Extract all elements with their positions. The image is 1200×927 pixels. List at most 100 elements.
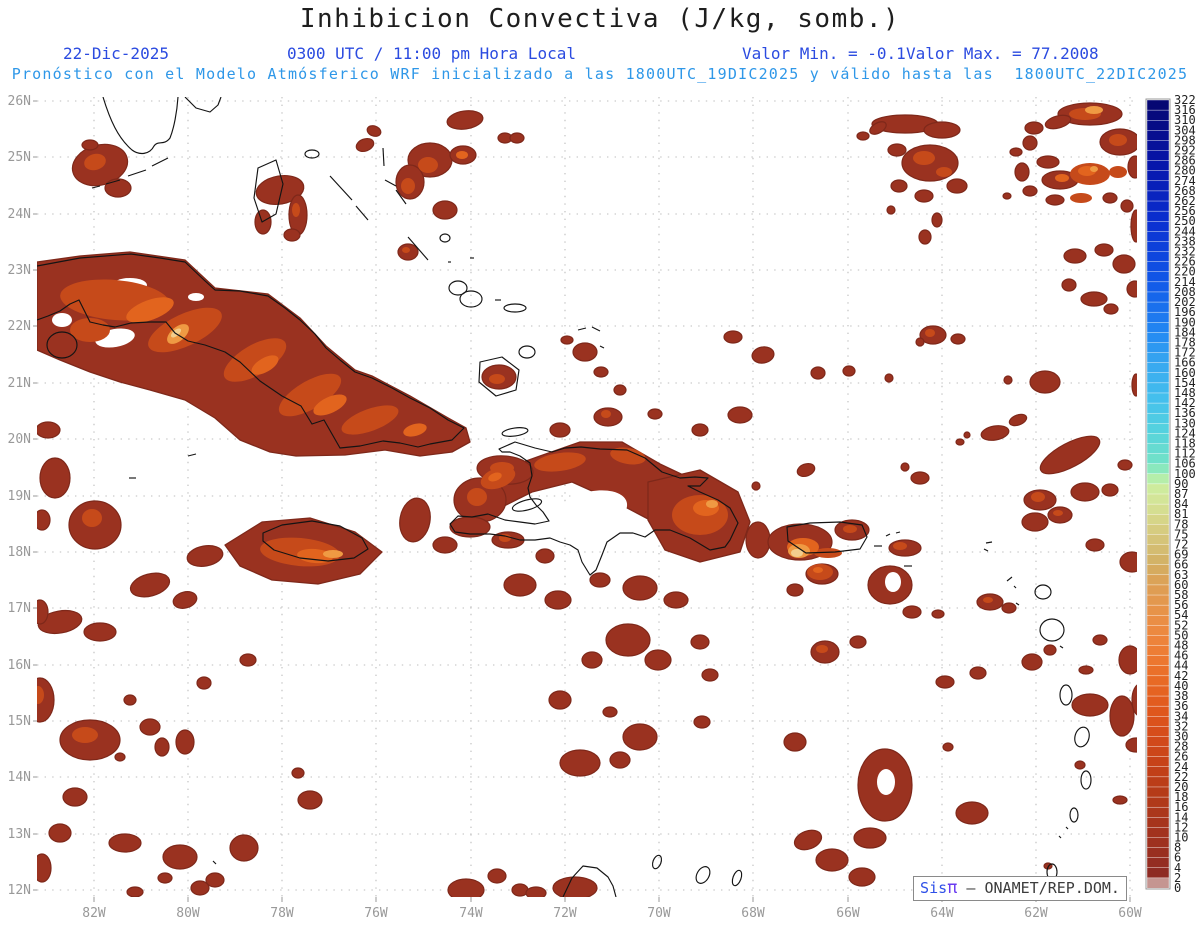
lat-label: 20N	[8, 432, 31, 447]
colorbar	[1145, 98, 1171, 890]
colorbar-tick-label: 274	[1174, 174, 1196, 188]
colorbar-tick-label: 10	[1174, 830, 1188, 844]
colorbar-swatch	[1146, 493, 1170, 505]
colorbar-tick-label: 38	[1174, 689, 1188, 703]
colorbar-labels: 3223163103042982922862802742682622562502…	[1174, 93, 1196, 895]
colorbar-tick-label: 202	[1174, 295, 1196, 309]
colorbar-tick-label: 118	[1174, 436, 1196, 450]
colorbar-swatch	[1146, 736, 1170, 747]
colorbar-tick-label: 32	[1174, 719, 1188, 733]
pi-icon: π	[947, 878, 958, 898]
colorbar-tick-label: 178	[1174, 335, 1196, 349]
colorbar-swatch	[1146, 271, 1170, 283]
lon-label: 66W	[836, 906, 860, 921]
lat-label: 13N	[8, 827, 31, 842]
colorbar-swatch	[1146, 503, 1170, 515]
colorbar-swatch	[1146, 160, 1170, 172]
lat-label: 22N	[8, 319, 31, 334]
colorbar-tick-label: 58	[1174, 588, 1188, 602]
lon-label: 62W	[1024, 906, 1048, 921]
colorbar-swatch	[1146, 534, 1170, 545]
colorbar-tick-label: 63	[1174, 568, 1188, 582]
colorbar-tick-label: 66	[1174, 558, 1188, 572]
colorbar-tick-label: 52	[1174, 618, 1188, 632]
colorbar-swatch	[1146, 241, 1170, 252]
colorbar-swatch	[1146, 806, 1170, 818]
colorbar-swatch	[1146, 170, 1170, 182]
colorbar-tick-label: 87	[1174, 487, 1188, 501]
colorbar-swatch	[1146, 564, 1170, 576]
colorbar-tick-label: 154	[1174, 376, 1196, 390]
colorbar-tick-label: 69	[1174, 548, 1188, 562]
lon-label: 74W	[459, 906, 483, 921]
colorbar-swatch	[1146, 301, 1170, 313]
lat-label: 26N	[8, 94, 31, 109]
colorbar-swatch	[1146, 311, 1170, 323]
colorbar-tick-label: 214	[1174, 275, 1196, 289]
colorbar-tick-label: 244	[1174, 224, 1196, 238]
colorbar-swatch	[1146, 584, 1170, 596]
colorbar-tick-label: 14	[1174, 810, 1188, 824]
colorbar-tick-label: 46	[1174, 649, 1188, 663]
colorbar-tick-label: 190	[1174, 315, 1196, 329]
watermark-box: Sisπ — ONAMET/REP.DOM.	[913, 876, 1127, 901]
lat-label: 19N	[8, 489, 31, 504]
colorbar-tick-label: 292	[1174, 144, 1196, 158]
lon-label: 76W	[364, 906, 388, 921]
colorbar-swatch	[1146, 342, 1170, 353]
colorbar-swatch	[1146, 463, 1170, 475]
colorbar-tick-label: 184	[1174, 325, 1196, 339]
watermark-org: ONAMET/REP.DOM.	[984, 879, 1120, 897]
colorbar-swatch	[1146, 665, 1170, 677]
colorbar-swatch	[1146, 786, 1170, 798]
lat-label: 15N	[8, 714, 31, 729]
colorbar-swatch	[1146, 109, 1170, 121]
value-min: Valor Min. = -0.1	[742, 44, 906, 63]
colorbar-swatch	[1146, 635, 1170, 646]
lon-label: 78W	[270, 906, 294, 921]
colorbar-tick-label: 60	[1174, 578, 1188, 592]
colorbar-swatch	[1146, 200, 1170, 212]
colorbar-tick-label: 310	[1174, 113, 1196, 127]
colorbar-tick-label: 106	[1174, 457, 1196, 471]
lat-label: 16N	[8, 658, 31, 673]
colorbar-swatch	[1146, 231, 1170, 242]
colorbar-swatch	[1146, 150, 1170, 162]
lat-label: 12N	[8, 883, 31, 898]
colorbar-swatch	[1146, 574, 1170, 586]
colorbar-tick-label: 250	[1174, 214, 1196, 228]
lat-label: 24N	[8, 207, 31, 222]
colorbar-swatch	[1146, 423, 1170, 434]
colorbar-tick-label: 84	[1174, 497, 1188, 511]
header-info-row: 22-Dic-2025 0300 UTC / 11:00 pm Hora Loc…	[0, 44, 1200, 64]
colorbar-tick-label: 298	[1174, 133, 1196, 147]
colorbar-swatch	[1146, 140, 1170, 151]
model-init-line: Pronóstico con el Modelo Atmósferico WRF…	[11, 65, 1189, 83]
colorbar-swatch	[1146, 483, 1170, 495]
value-max: Valor Max. = 77.2008	[906, 44, 1099, 63]
colorbar-swatch	[1146, 261, 1170, 273]
colorbar-tick-label: 286	[1174, 154, 1196, 168]
colorbar-tick-label: 130	[1174, 416, 1196, 430]
colorbar-tick-label: 44	[1174, 659, 1188, 673]
colorbar-tick-label: 75	[1174, 527, 1188, 541]
colorbar-tick-label: 6	[1174, 851, 1181, 865]
colorbar-tick-label: 148	[1174, 386, 1196, 400]
colorbar-tick-label: 18	[1174, 790, 1188, 804]
colorbar-swatch	[1146, 645, 1170, 657]
colorbar-swatch	[1146, 877, 1170, 889]
colorbar-tick-label: 42	[1174, 669, 1188, 683]
colorbar-swatch	[1146, 705, 1170, 717]
watermark-separator: —	[966, 879, 985, 897]
colorbar-swatch	[1146, 655, 1170, 667]
colorbar-swatch	[1146, 726, 1170, 737]
lat-label: 25N	[8, 150, 31, 165]
colorbar-tick-label: 26	[1174, 750, 1188, 764]
colorbar-swatch	[1146, 776, 1170, 788]
colorbar-swatch	[1146, 120, 1170, 131]
colorbar-swatch	[1146, 433, 1170, 444]
colorbar-tick-label: 20	[1174, 780, 1188, 794]
colorbar-swatch	[1146, 847, 1170, 859]
colorbar-tick-label: 232	[1174, 245, 1196, 259]
colorbar-swatch	[1146, 130, 1170, 141]
